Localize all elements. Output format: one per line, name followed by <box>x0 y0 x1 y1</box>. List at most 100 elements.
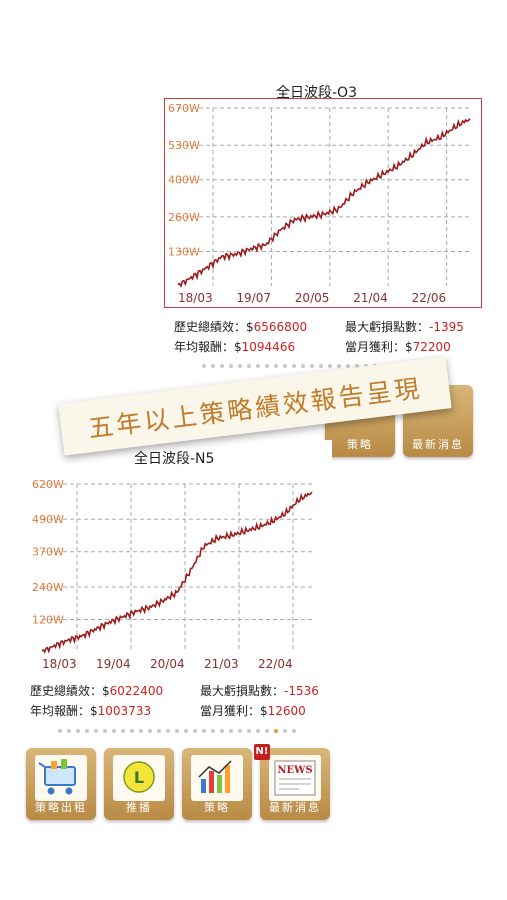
chart-title: 全日波段-N5 <box>134 451 215 467</box>
news-icon: NEWS <box>269 755 321 801</box>
line-icon: L <box>113 755 165 801</box>
page-dot[interactable] <box>292 729 296 733</box>
page-dot[interactable] <box>346 364 350 368</box>
equity-series-line <box>177 118 471 288</box>
page-dot[interactable] <box>328 364 332 368</box>
page-dot[interactable] <box>184 729 188 733</box>
tile-push[interactable]: L 推播 <box>104 748 174 820</box>
x-tick-label: 20/05 <box>295 291 330 305</box>
y-tick-label: 400W <box>168 174 200 187</box>
tile-label: 推播 <box>126 801 152 814</box>
annual-return-value: 1003733 <box>97 704 152 718</box>
page-dot[interactable] <box>265 364 269 368</box>
x-tick-label: 22/04 <box>258 657 293 671</box>
monthly-profit: 當月獲利：$72200 <box>345 338 451 355</box>
total-performance: 歷史總績效：$6022400 <box>30 682 163 699</box>
strategy-card-o3[interactable]: 全日波段-O3 <box>166 78 484 370</box>
page-indicator[interactable] <box>58 729 296 735</box>
x-tick-label: 19/07 <box>236 291 271 305</box>
page-dot[interactable] <box>229 364 233 368</box>
page-dot[interactable] <box>103 729 107 733</box>
page-dot[interactable] <box>193 729 197 733</box>
page-dot[interactable] <box>274 364 278 368</box>
monthly-profit-value: 72200 <box>412 340 451 354</box>
page-dot-active[interactable] <box>274 729 278 733</box>
page-dot[interactable] <box>319 364 323 368</box>
page-dot[interactable] <box>247 729 251 733</box>
chart-icon <box>191 755 243 801</box>
chart-highlight-frame <box>164 98 482 308</box>
max-drawdown-value: -1395 <box>429 320 464 334</box>
x-tick-label: 18/03 <box>178 291 213 305</box>
page-dot[interactable] <box>157 729 161 733</box>
page-dot[interactable] <box>58 729 62 733</box>
max-drawdown-label: 最大虧損點數： <box>200 684 285 698</box>
total-performance-value: 6022400 <box>109 684 164 698</box>
page-dot[interactable] <box>130 729 134 733</box>
page-dot[interactable] <box>166 729 170 733</box>
x-tick-label: 20/04 <box>150 657 185 671</box>
annual-return: 年均報酬：$1094466 <box>174 338 295 355</box>
tile-strategy-rental[interactable]: 策略出租 <box>26 748 96 820</box>
max-drawdown-label: 最大虧損點數： <box>345 320 430 334</box>
tile-news[interactable]: NEWS N! 最新消息 <box>254 744 330 820</box>
page-dot[interactable] <box>139 729 143 733</box>
page-dot[interactable] <box>202 729 206 733</box>
annual-return-value: 1094466 <box>241 340 296 354</box>
monthly-profit-label: 當月獲利：$ <box>345 340 413 354</box>
page-dot[interactable] <box>121 729 125 733</box>
y-tick-label: 620W <box>32 478 64 491</box>
performance-chart-n5: 120W 240W 370W 490W 620W 18/03 19/04 20/04 21/03… <box>32 478 313 671</box>
page-dot[interactable] <box>256 729 260 733</box>
line-letter: L <box>134 768 144 787</box>
page-dot[interactable] <box>211 729 215 733</box>
page-dot[interactable] <box>301 364 305 368</box>
max-drawdown-value: -1536 <box>284 684 319 698</box>
page-dot[interactable] <box>265 729 269 733</box>
x-tick-label: 22/06 <box>412 291 447 305</box>
page-dot[interactable] <box>148 729 152 733</box>
page-dot[interactable] <box>238 364 242 368</box>
page-dot[interactable] <box>67 729 71 733</box>
y-tick-label: 240W <box>32 581 64 594</box>
cart-icon <box>35 755 87 801</box>
annual-return: 年均報酬：$1003733 <box>30 702 151 719</box>
page-dot[interactable] <box>292 364 296 368</box>
x-tick-label: 21/03 <box>204 657 239 671</box>
tile-label: 策略出租 <box>35 801 87 814</box>
tile-label: 策略 <box>204 801 230 814</box>
tile-label: 最新消息 <box>412 438 464 451</box>
x-tick-label: 21/04 <box>353 291 388 305</box>
page-dot[interactable] <box>283 729 287 733</box>
page-dot[interactable] <box>238 729 242 733</box>
page-dot[interactable] <box>337 364 341 368</box>
page-dot[interactable] <box>94 729 98 733</box>
monthly-profit-label: 當月獲利：$ <box>200 704 268 718</box>
page-dot[interactable] <box>112 729 116 733</box>
total-performance-value: 6566800 <box>253 320 308 334</box>
page-dot[interactable] <box>229 729 233 733</box>
page-dot[interactable] <box>211 364 215 368</box>
x-tick-label: 19/04 <box>96 657 131 671</box>
performance-chart-o3: 130W 260W 400W 530W 670W 18/03 19/07 20/05 21/04… <box>168 102 471 305</box>
annual-return-label: 年均報酬：$ <box>30 704 98 718</box>
page-dot[interactable] <box>220 364 224 368</box>
page-dot[interactable] <box>202 364 206 368</box>
page-dot[interactable] <box>220 729 224 733</box>
page-dot[interactable] <box>175 729 179 733</box>
tile-strategy[interactable]: 策略 <box>182 748 252 820</box>
strategy-card-n5[interactable]: 全日波段-N5 <box>22 440 332 740</box>
page-dot[interactable] <box>76 729 80 733</box>
monthly-profit-value: 12600 <box>267 704 306 718</box>
max-drawdown: 最大虧損點數：-1536 <box>200 682 319 699</box>
page-dot[interactable] <box>283 364 287 368</box>
y-tick-label: 120W <box>32 613 64 626</box>
x-tick-label: 18/03 <box>42 657 77 671</box>
page-dot[interactable] <box>85 729 89 733</box>
max-drawdown: 最大虧損點數：-1395 <box>345 318 464 335</box>
page-dot[interactable] <box>247 364 251 368</box>
page-dot[interactable] <box>355 364 359 368</box>
page-dot[interactable] <box>310 364 314 368</box>
monthly-profit: 當月獲利：$12600 <box>200 702 306 719</box>
page-dot[interactable] <box>256 364 260 368</box>
